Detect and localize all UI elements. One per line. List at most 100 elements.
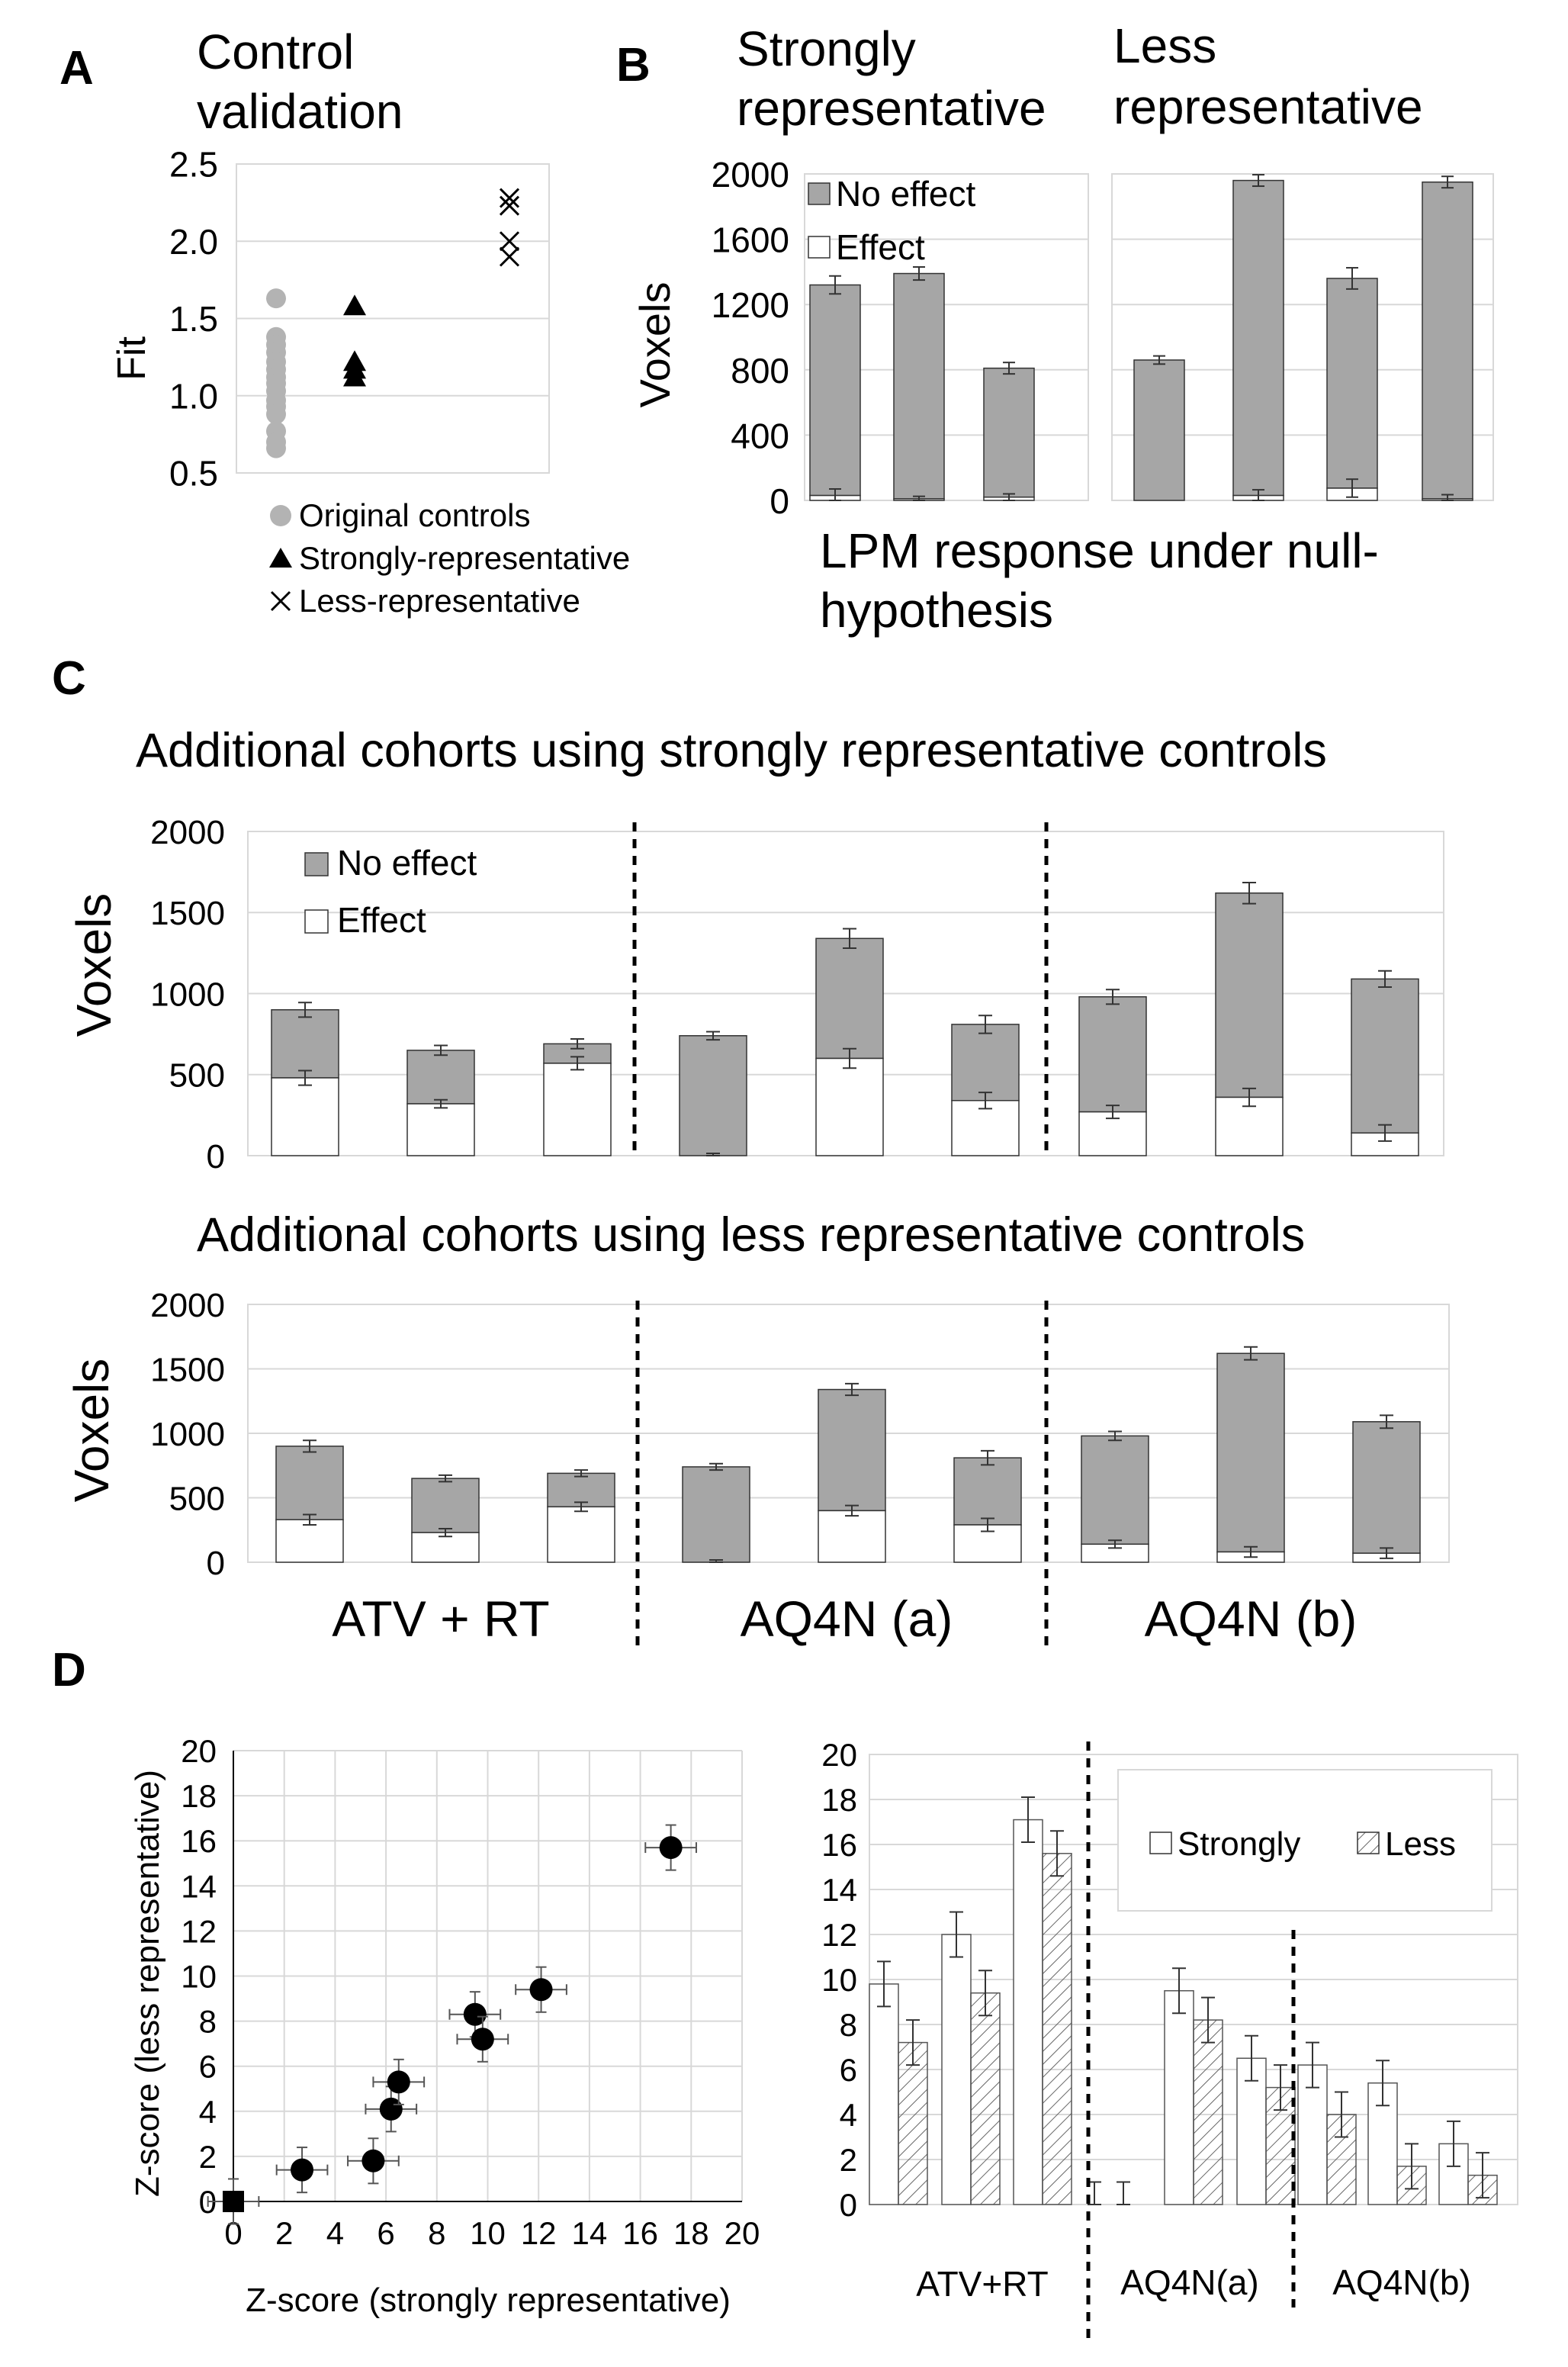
- chart-d-bar-strongly: [1164, 1990, 1194, 2205]
- chart-c-top-legend-no-effect-swatch: [304, 852, 329, 876]
- chart-c-top-y-tick-label: 1500: [150, 895, 225, 932]
- chart-c-bottom-bar-effect: [411, 1532, 480, 1563]
- chart-c-bottom-bar-effect: [818, 1510, 886, 1563]
- chart-c-bottom-y-axis-label: Voxels: [64, 1359, 119, 1503]
- chart-d-scatter-y-tick-label: 8: [199, 2004, 217, 2040]
- chart-d-bars-bars: [869, 1796, 1498, 2205]
- chart-c-bottom-y-tick-label: 2000: [150, 1287, 225, 1324]
- chart-a-point-less: [499, 188, 520, 208]
- panel-label-a: A: [59, 42, 94, 95]
- chart-b-y-tick-label: 2000: [712, 155, 789, 195]
- chart-d-bars-legend-less-swatch: [1357, 1832, 1380, 1854]
- chart-d-scatter-x-tick-label: 20: [725, 2215, 760, 2251]
- chart-c-top-bar-no-effect: [951, 1024, 1020, 1101]
- chart-c-bottom-title: Additional cohorts using less representa…: [197, 1208, 1305, 1262]
- chart-c-top-legend-effect-swatch: [304, 909, 329, 934]
- chart-a-legend-strongly: Strongly-representative: [299, 540, 630, 576]
- chart-d-scatter-point: [659, 1836, 683, 1860]
- chart-c-bottom-bar-no-effect: [953, 1457, 1022, 1526]
- chart-d-scatter-point: [361, 2149, 385, 2172]
- chart-d-scatter-y-tick-label: 10: [181, 1959, 217, 1995]
- chart-d-scatter-x-tick-label: 10: [470, 2215, 506, 2251]
- chart-c-group-label-aq4n-b: AQ4N (b): [1145, 1590, 1358, 1647]
- chart-c-bottom-bar-effect: [275, 1519, 344, 1563]
- chart-d-bars-y-tick-label: 6: [840, 2052, 857, 2088]
- chart-d-scatter-y-tick-label: 2: [199, 2139, 217, 2175]
- chart-c-bottom-bar-no-effect: [682, 1466, 750, 1563]
- chart-c-bottom-bar-no-effect: [275, 1446, 344, 1520]
- chart-a-y-tick-label: 1.0: [169, 376, 218, 416]
- chart-a-title-line-1: Control: [197, 24, 354, 79]
- chart-b-y-tick-label: 1600: [712, 220, 789, 260]
- chart-a-point-original-control: [266, 404, 286, 425]
- chart-d-scatter-points: [207, 1824, 697, 2225]
- chart-b-x-label-line-2: hypothesis: [820, 583, 1053, 638]
- chart-c-top-legend-no-effect: No effect: [337, 843, 477, 883]
- chart-b-bar-no-effect: [1232, 179, 1284, 497]
- chart-d-group-label-aq4n-b: AQ4N(b): [1332, 2262, 1470, 2302]
- chart-c-top-y-tick-label: 2000: [150, 814, 225, 851]
- chart-c-top-bar-effect: [543, 1063, 612, 1156]
- chart-b-y-tick-labels: 0 400 800 1200 1600 2000: [712, 155, 789, 521]
- chart-d-bars-y-tick-label: 16: [821, 1827, 857, 1863]
- chart-d-scatter-point: [471, 2028, 494, 2051]
- chart-c-top-y-axis-label: Voxels: [66, 893, 121, 1037]
- chart-c-top-bar-effect: [815, 1057, 884, 1156]
- chart-a-legend-circle-icon: [270, 505, 291, 526]
- chart-d-bars-y-tick-label: 2: [840, 2142, 857, 2178]
- chart-b-bar-no-effect: [983, 367, 1035, 498]
- chart-d-scatter-x-tick-label: 6: [377, 2215, 394, 2251]
- chart-c-top-bar-effect: [271, 1077, 339, 1156]
- chart-b-bar-no-effect: [1133, 359, 1185, 501]
- chart-d-scatter-x-axis-label: Z-score (strongly representative): [246, 2282, 731, 2319]
- chart-b-bar-no-effect: [893, 272, 945, 500]
- chart-c-top-bar-no-effect: [815, 937, 884, 1060]
- chart-a-points: [266, 188, 520, 458]
- chart-b-y-tick-label: 400: [731, 416, 789, 455]
- chart-d-bar-strongly: [1236, 2057, 1267, 2205]
- chart-d-scatter-y-tick-label: 6: [199, 2049, 217, 2085]
- chart-d-bars-y-tick-label: 8: [840, 2007, 857, 2043]
- chart-d-bars-y-tick-label: 10: [821, 1962, 857, 1998]
- chart-a-gridlines: [236, 163, 549, 474]
- chart-d-bar-less: [898, 2041, 928, 2205]
- chart-d-bars-legend-less: Less: [1385, 1825, 1456, 1863]
- chart-d-scatter-gridlines: [233, 1750, 743, 2202]
- chart-c-top-legend-effect: Effect: [337, 900, 426, 940]
- chart-d-scatter-point-square: [223, 2191, 244, 2212]
- chart-c-top-y-tick-label: 0: [207, 1138, 225, 1175]
- chart-b-bars: [809, 174, 1473, 501]
- chart-d-scatter-y-tick-label: 18: [181, 1778, 217, 1814]
- chart-b-x-label-line-1: LPM response under null-: [820, 523, 1379, 578]
- chart-d-bars-y-tick-label: 12: [821, 1917, 857, 1953]
- chart-c-top-y-tick-label: 500: [169, 1057, 225, 1095]
- chart-d-bars-y-tick-label: 0: [840, 2187, 857, 2223]
- chart-d-bar-less: [970, 1992, 1001, 2205]
- chart-c-top-y-tick-labels: 0 500 1000 1500 2000: [150, 814, 225, 1175]
- chart-d-scatter-point: [387, 2070, 410, 2094]
- chart-a-y-tick-label: 2.0: [169, 222, 218, 262]
- chart-a-y-axis-label: Fit: [110, 336, 154, 381]
- chart-d-group-label-atv-rt: ATV+RT: [916, 2264, 1048, 2304]
- panel-label-c: C: [52, 652, 86, 705]
- chart-a-y-tick-label: 2.5: [169, 145, 218, 185]
- chart-d-bar-strongly: [869, 1983, 899, 2205]
- chart-c-bottom-bar-no-effect: [411, 1478, 480, 1533]
- chart-c-bottom-y-tick-label: 0: [207, 1545, 225, 1582]
- chart-b-subtitle-2-line-2: representative: [1113, 79, 1423, 134]
- chart-d-scatter-x-tick-label: 12: [521, 2215, 557, 2251]
- chart-a-point-strongly: [343, 365, 366, 387]
- chart-c-bottom-y-tick-label: 1000: [150, 1416, 225, 1453]
- chart-d-bars-legend-box: [1117, 1769, 1492, 1912]
- chart-d-bars-y-tick-label: 20: [821, 1737, 857, 1773]
- chart-d-scatter-y-tick-label: 16: [181, 1823, 217, 1859]
- chart-c-bottom-bar-no-effect: [547, 1472, 615, 1508]
- chart-a-point-less: [499, 246, 520, 267]
- chart-a-y-tick-label: 1.5: [169, 299, 218, 339]
- chart-d-bars-y-tick-label: 4: [840, 2097, 857, 2133]
- chart-d-scatter-x-tick-label: 18: [673, 2215, 709, 2251]
- panel-label-b: B: [616, 39, 651, 92]
- chart-b-bar-no-effect: [1326, 278, 1378, 489]
- chart-b-legend-no-effect-swatch: [808, 182, 831, 205]
- chart-d-scatter-point: [529, 1978, 553, 2002]
